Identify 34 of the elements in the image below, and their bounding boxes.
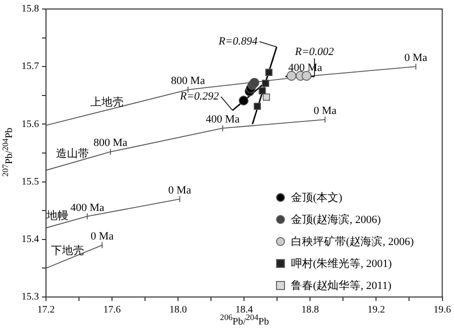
x-tick-label: 19.2 — [367, 304, 385, 316]
annotation: 下地壳 — [50, 244, 84, 257]
annotation: 0 Ma — [90, 230, 114, 243]
series-label: R=0.894 — [218, 36, 258, 48]
annotation: 400 Ma — [206, 114, 240, 126]
legend-label: 金顶(本文) — [291, 190, 342, 204]
y-tick-label: 15.3 — [22, 292, 39, 303]
y-tick-label: 15.4 — [22, 234, 39, 246]
x-tick-label: 17.2 — [37, 304, 55, 316]
annotation: 0 Ma — [314, 104, 337, 117]
y-tick-label: 15.7 — [22, 61, 39, 72]
legend-label: 金顶(赵海滨, 2006) — [291, 212, 381, 226]
x-axis-title: $^{206}$Pb/$^{204}$Pb — [220, 313, 269, 328]
annotation: 400 Ma — [70, 202, 104, 214]
x-tick-label: 19.6 — [434, 304, 451, 316]
x-tick-label: 18.0 — [169, 304, 187, 316]
series-label: R=0.002 — [294, 46, 334, 58]
annotation: 800 Ma — [93, 137, 128, 150]
legend-label: 呷村(朱维光等, 2001) — [291, 256, 392, 270]
annotation: 造山带 — [56, 147, 89, 160]
x-tick-label: 18.8 — [301, 304, 319, 316]
y-tick-label: 15.5 — [22, 176, 39, 188]
annotation: 地幔 — [46, 209, 69, 222]
x-tick-label: 18.4 — [235, 304, 253, 316]
series-label: R=0.292 — [178, 90, 220, 103]
y-tick-label: 15.6 — [22, 118, 39, 130]
x-tick-label: 17.6 — [103, 304, 121, 316]
annotation: 0 Ma — [404, 52, 428, 64]
annotation: 800 Ma — [171, 75, 206, 88]
annotation: 上地壳 — [90, 95, 124, 108]
legend-label: 鲁春(赵灿华等, 2011) — [291, 278, 392, 292]
legend-label: 白秧坪矿带(赵海滨, 2006) — [291, 234, 414, 248]
annotation: 0 Ma — [168, 184, 192, 196]
y-tick-label: 15.8 — [22, 4, 39, 15]
